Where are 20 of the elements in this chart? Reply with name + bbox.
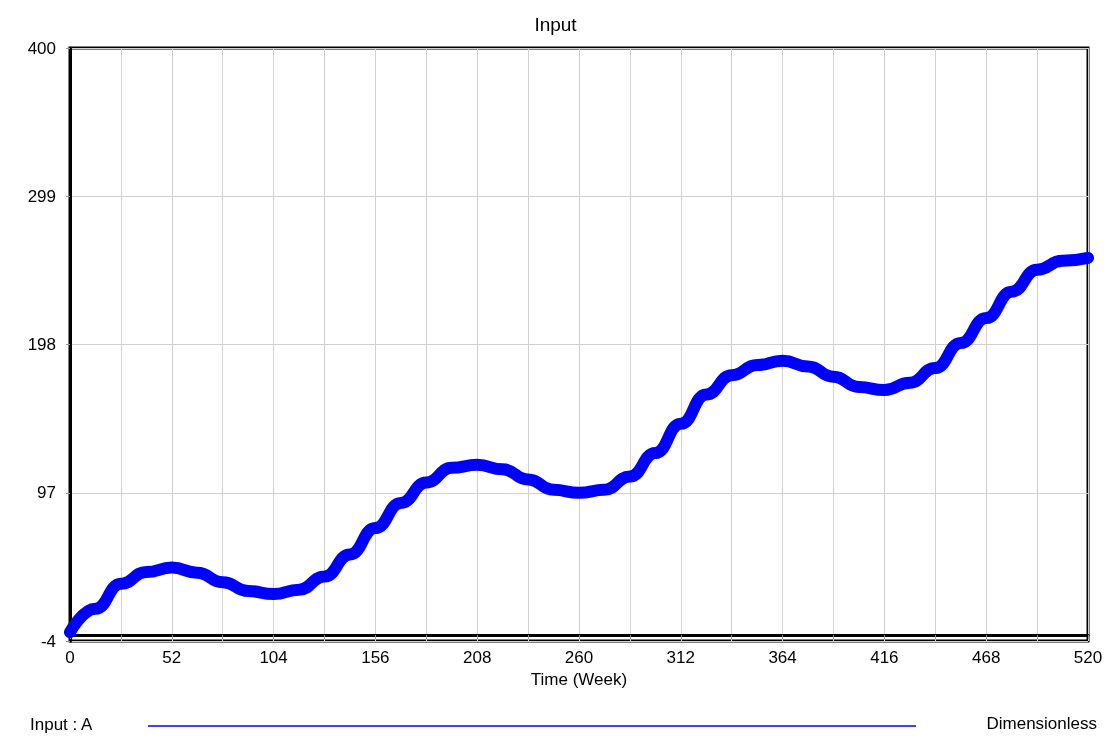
y-tick-label: 198 (27, 335, 56, 354)
x-tick-label: 260 (564, 648, 594, 667)
x-tick-label: 208 (463, 648, 492, 667)
x-tick-label: 364 (768, 648, 797, 667)
y-tick-label: 400 (27, 38, 56, 58)
x-tick-label: 416 (870, 648, 899, 667)
x-axis-title: Time (Week) (530, 669, 628, 689)
y-tick-label: 97 (37, 483, 56, 503)
x-tick-label: 520 (1073, 648, 1103, 667)
x-tick-label: 468 (972, 648, 1001, 667)
y-tick-label: 299 (27, 186, 56, 206)
y-tick-label: -4 (40, 631, 56, 651)
text: Dimensionless (986, 714, 1098, 733)
x-tick-label: 0 (65, 648, 75, 667)
chart-title: Input (534, 14, 578, 35)
x-tick-label: 104 (259, 648, 288, 667)
text: Input : A (30, 715, 94, 734)
x-tick-label: 52 (162, 648, 182, 667)
x-tick-label: 156 (361, 648, 390, 667)
x-tick-label: 312 (666, 648, 695, 667)
